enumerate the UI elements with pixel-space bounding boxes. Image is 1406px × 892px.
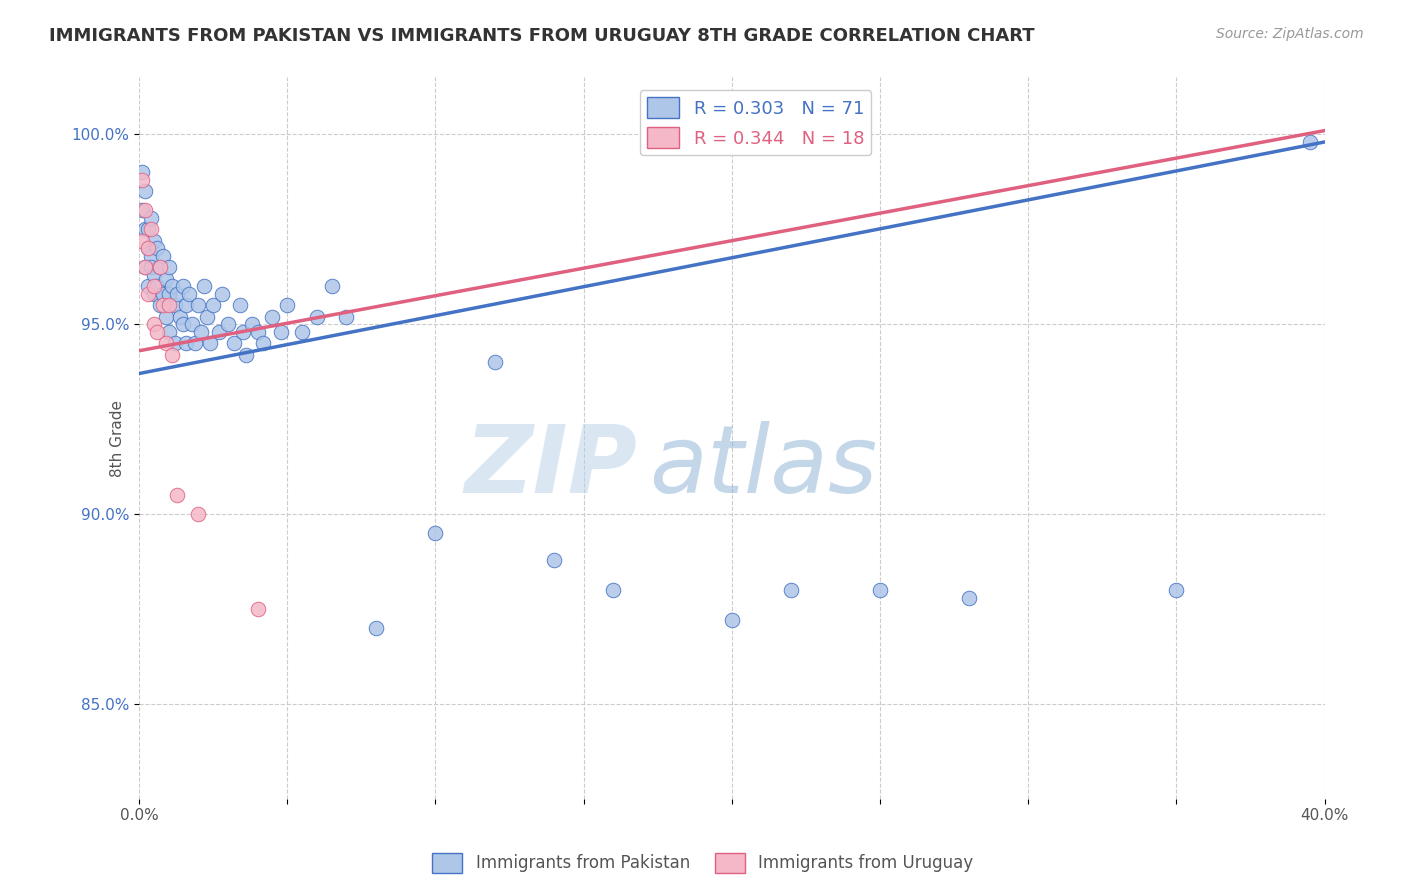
Point [321, 279, 343, 293]
Point [157, 260, 180, 275]
Point [291, 325, 314, 339]
Point [136, 286, 159, 301]
Point [179, 286, 201, 301]
Point [160, 279, 183, 293]
Point [155, 310, 177, 324]
Point [172, 317, 194, 331]
Point [240, 317, 263, 331]
Point [252, 336, 274, 351]
Point [160, 348, 183, 362]
Point [139, 222, 162, 236]
Point [187, 298, 209, 312]
Point [229, 298, 252, 312]
Point [157, 325, 180, 339]
Point [217, 317, 239, 331]
Point [246, 602, 269, 616]
Legend: Immigrants from Pakistan, Immigrants from Uruguay: Immigrants from Pakistan, Immigrants fro… [426, 847, 980, 880]
Text: IMMIGRANTS FROM PAKISTAN VS IMMIGRANTS FROM URUGUAY 8TH GRADE CORRELATION CHART: IMMIGRANTS FROM PAKISTAN VS IMMIGRANTS F… [49, 27, 1035, 45]
Point [166, 488, 188, 502]
Point [131, 234, 153, 248]
Point [957, 591, 980, 605]
Point [305, 310, 328, 324]
Point [149, 260, 172, 275]
Point [190, 325, 212, 339]
Point [149, 298, 172, 312]
Text: ZIP: ZIP [464, 421, 637, 513]
Point [543, 552, 565, 566]
Point [187, 507, 209, 521]
Point [602, 582, 624, 597]
Point [270, 325, 292, 339]
Point [202, 298, 225, 312]
Point [134, 203, 156, 218]
Point [176, 336, 198, 351]
Point [262, 310, 284, 324]
Point [145, 279, 167, 293]
Point [157, 298, 180, 312]
Legend: R = 0.303   N = 71, R = 0.344   N = 18: R = 0.303 N = 71, R = 0.344 N = 18 [640, 90, 872, 155]
Point [720, 613, 742, 627]
Point [134, 260, 156, 275]
Point [152, 249, 174, 263]
Point [131, 203, 153, 218]
Point [139, 211, 162, 225]
Point [149, 260, 172, 275]
Point [142, 317, 165, 331]
Point [131, 165, 153, 179]
Point [134, 222, 156, 236]
Point [136, 222, 159, 236]
Point [780, 582, 803, 597]
Point [172, 279, 194, 293]
Point [145, 241, 167, 255]
Point [246, 325, 269, 339]
Point [364, 621, 387, 635]
Point [181, 317, 204, 331]
Point [152, 286, 174, 301]
Point [1166, 582, 1188, 597]
Point [142, 286, 165, 301]
Point [136, 241, 159, 255]
Point [134, 260, 156, 275]
Point [131, 173, 153, 187]
Point [425, 526, 447, 541]
Point [155, 271, 177, 285]
Point [484, 355, 506, 369]
Point [208, 325, 231, 339]
Point [276, 298, 298, 312]
Text: atlas: atlas [648, 421, 877, 512]
Point [139, 249, 162, 263]
Point [169, 310, 191, 324]
Point [222, 336, 245, 351]
Point [193, 279, 215, 293]
Point [134, 184, 156, 198]
Point [232, 325, 254, 339]
Point [155, 336, 177, 351]
Point [211, 286, 233, 301]
Point [198, 336, 221, 351]
Point [184, 336, 207, 351]
Text: Source: ZipAtlas.com: Source: ZipAtlas.com [1216, 27, 1364, 41]
Point [163, 336, 186, 351]
Point [142, 279, 165, 293]
Point [176, 298, 198, 312]
Point [235, 348, 257, 362]
Point [163, 298, 186, 312]
Point [136, 279, 159, 293]
Point [139, 260, 162, 275]
Point [1299, 135, 1322, 149]
Point [195, 310, 218, 324]
Point [335, 310, 357, 324]
Point [142, 268, 165, 282]
Point [869, 582, 891, 597]
Point [142, 234, 165, 248]
Point [136, 241, 159, 255]
Y-axis label: 8th Grade: 8th Grade [110, 400, 125, 476]
Point [157, 286, 180, 301]
Point [152, 298, 174, 312]
Point [145, 325, 167, 339]
Point [166, 286, 188, 301]
